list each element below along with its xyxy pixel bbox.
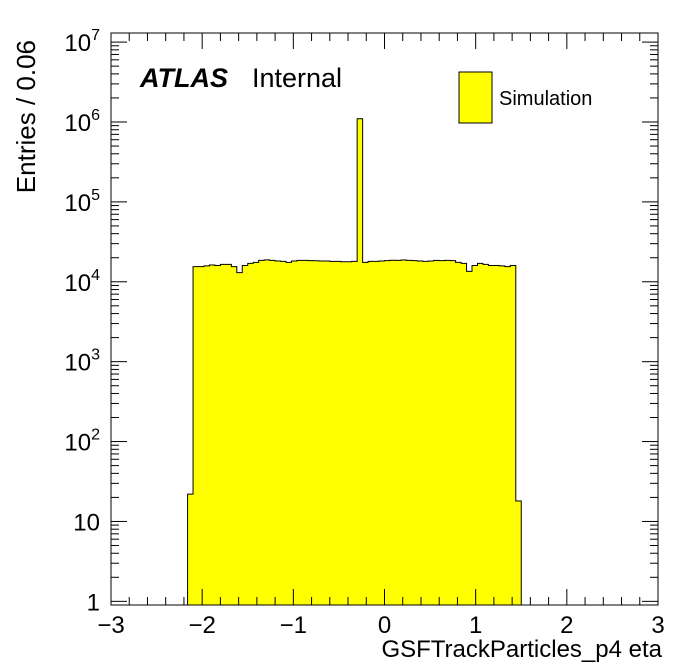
histogram-bar (450, 260, 457, 605)
histogram-bar (510, 265, 517, 605)
histogram-bar (258, 260, 265, 605)
histogram-bar (214, 265, 221, 605)
histogram-bar (307, 260, 314, 605)
histogram-bar (302, 260, 309, 605)
histogram-bar (362, 262, 369, 605)
histogram-bar (209, 265, 216, 605)
legend: Simulation (458, 71, 592, 124)
histogram-bar (499, 265, 506, 605)
histogram-bar (417, 261, 424, 605)
histogram-bar (203, 265, 210, 605)
histogram-bar (269, 260, 276, 605)
y-tick-labels: 1 10 102 103 104 105 106 107 (64, 27, 100, 616)
histogram-outline (187, 118, 522, 605)
histogram-bar (389, 260, 396, 605)
histogram-bar (225, 264, 232, 605)
histogram-bar (335, 261, 342, 605)
histogram-bar (313, 260, 320, 605)
histogram-bar (488, 265, 495, 605)
atlas-status-label: Internal (252, 63, 342, 93)
x-tick-label: 0 (378, 612, 391, 639)
histogram-bar (482, 264, 489, 605)
histogram-bar (428, 261, 435, 605)
legend-swatch-simulation (458, 71, 493, 124)
histogram-bar (280, 261, 287, 605)
x-axis-title: GSFTrackParticles_p4 eta (381, 636, 662, 663)
histogram-bar (187, 494, 194, 605)
histogram-bar (400, 260, 407, 605)
histogram-bar (477, 263, 484, 605)
histogram-bar (264, 259, 271, 605)
histogram-bars (187, 118, 522, 605)
histogram-bar (340, 261, 347, 605)
histogram-bar (318, 261, 325, 605)
histogram-bar (439, 260, 446, 605)
histogram-bar (444, 260, 451, 605)
histogram-bar (455, 262, 462, 605)
histogram-bar (346, 261, 353, 605)
histogram-bar (411, 260, 418, 605)
x-tick-label: −1 (280, 612, 307, 639)
y-tick-label: 10 (73, 509, 100, 536)
histogram-bar (433, 260, 440, 605)
histogram-bar (329, 261, 336, 605)
histogram-bar (253, 262, 260, 605)
histogram-bar (384, 260, 391, 605)
histogram-bar (247, 263, 254, 605)
x-tick-label: −3 (97, 612, 124, 639)
histogram-bar (324, 261, 331, 605)
histogram-bar (357, 118, 364, 605)
histogram-bar (193, 266, 199, 605)
histogram-bar (466, 271, 473, 605)
axis-ticks (110, 33, 659, 605)
histogram-bar (395, 260, 402, 605)
y-tick-label: 107 (64, 27, 100, 57)
histogram-bar (236, 272, 243, 605)
y-tick-label: 102 (64, 427, 100, 457)
x-tick-labels: −3 −2 −1 0 1 2 3 (97, 612, 664, 639)
legend-label-simulation: Simulation (499, 88, 592, 110)
x-tick-label: 1 (469, 612, 482, 639)
y-tick-label: 1 (87, 589, 100, 616)
histogram-bar (368, 261, 374, 605)
histogram-bar (291, 261, 298, 605)
y-axis-title: Entries / 0.06 (11, 40, 41, 193)
histogram-bar (493, 265, 500, 605)
histogram-bar (242, 265, 249, 605)
y-tick-label: 103 (64, 347, 100, 377)
histogram-bar (422, 261, 429, 605)
x-tick-label: −2 (188, 612, 215, 639)
histogram-bar (472, 265, 478, 605)
x-tick-label: 3 (651, 612, 664, 639)
histogram-bar (406, 260, 413, 605)
histogram-bar (286, 262, 292, 605)
histogram-bar (373, 261, 380, 605)
histogram-bar (461, 263, 467, 605)
y-tick-label: 105 (64, 187, 100, 217)
histogram-bar (231, 266, 238, 605)
histogram-bar (504, 266, 511, 605)
histogram-bar (515, 501, 522, 605)
histogram-bar (198, 266, 205, 605)
histogram-bar (220, 264, 227, 605)
histogram-bar (351, 261, 358, 605)
histogram-bar (379, 261, 385, 605)
histogram-bar (296, 260, 303, 605)
y-tick-label: 104 (64, 267, 100, 297)
histogram-bar (275, 261, 281, 605)
atlas-label: ATLAS (139, 63, 228, 93)
y-tick-label: 106 (64, 107, 100, 137)
x-tick-label: 2 (560, 612, 573, 639)
